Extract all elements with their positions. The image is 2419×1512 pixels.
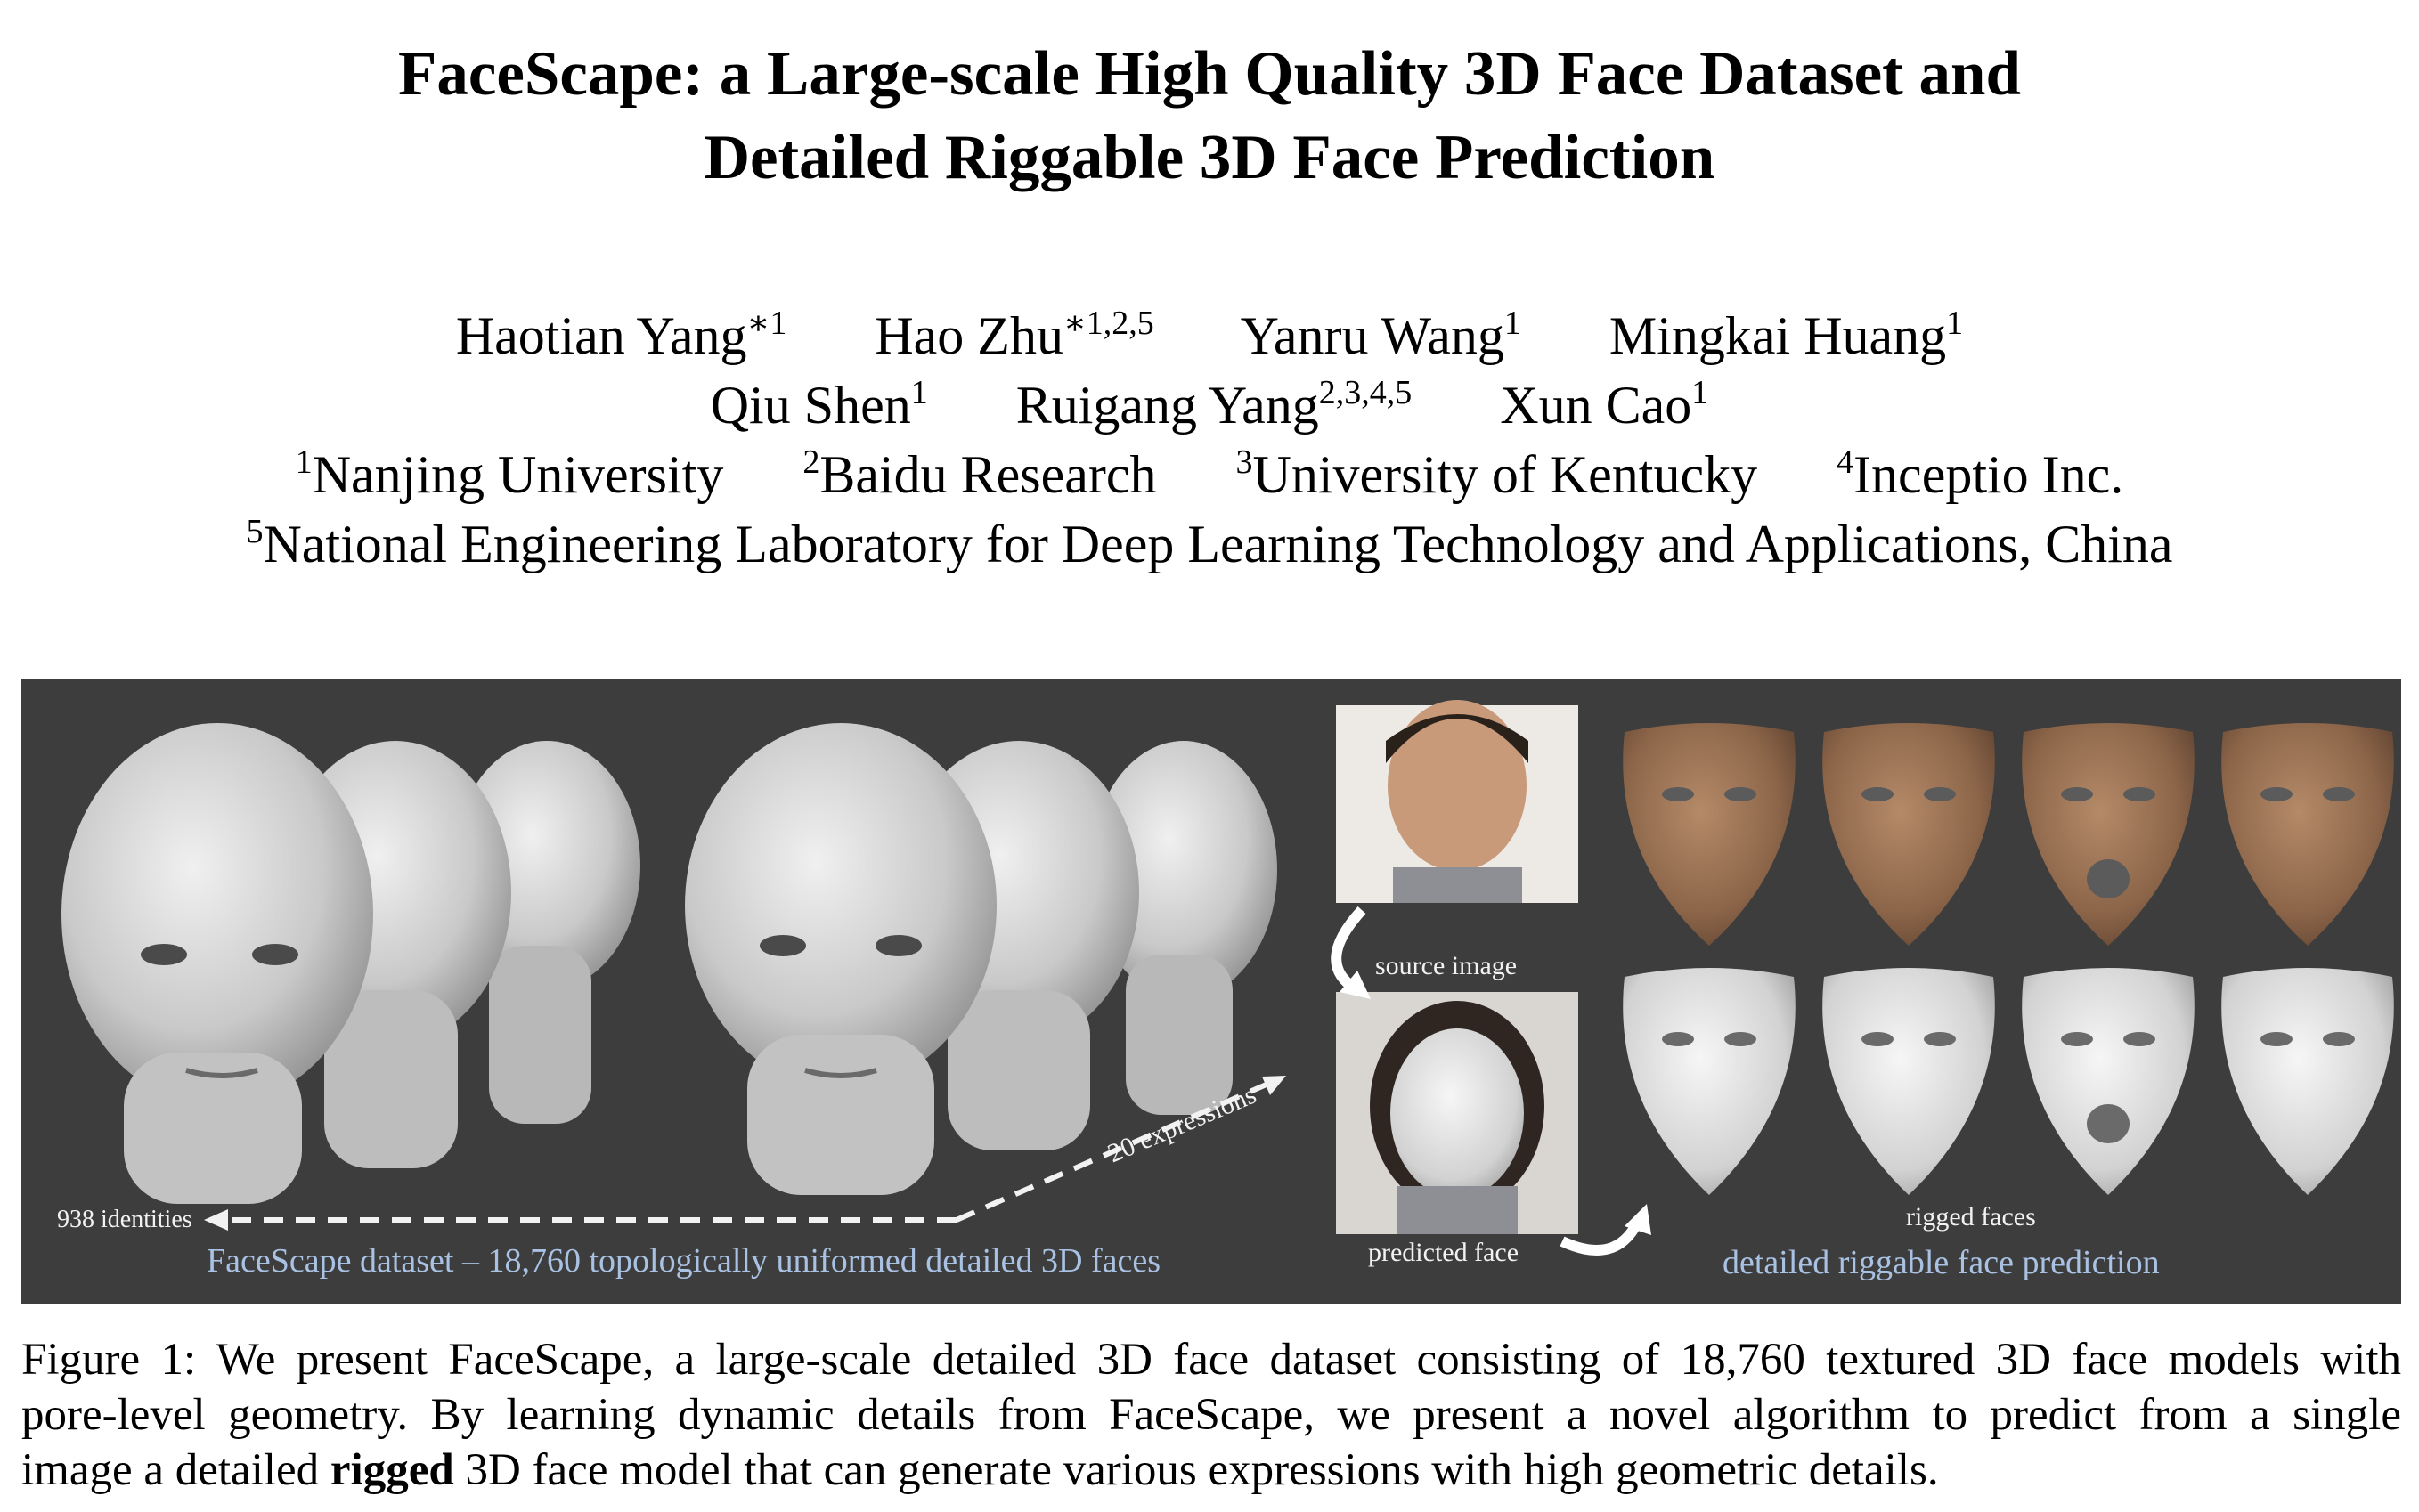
dataset-label: FaceScape dataset – 18,760 topologically… [207,1242,1161,1280]
title-line-1: FaceScape: a Large-scale High Quality 3D… [397,39,2022,109]
author-sup: 2,3,4,5 [1318,374,1413,411]
predicted-to-rigged-arrow [1560,1219,1643,1256]
caption-line-1: Figure 1: We present FaceScape, a large-… [21,1335,2401,1385]
prediction-label: detailed riggable face prediction [1723,1244,2160,1281]
head-mesh [61,723,373,1204]
affiliation-name: University of Kentucky [1252,445,1758,504]
author-name: Qiu Shen [710,376,911,435]
figure-caption: Figure 1: We present FaceScape, a large-… [21,1332,2401,1498]
author-row-1: Haotian Yang∗1 Hao Zhu∗1,2,5 Yanru Wang1… [0,301,2419,370]
author-name: Ruigang Yang [1015,376,1319,435]
rigged-face-geometry [2221,968,2394,1195]
source-image-label: source image [1375,951,1518,980]
source-image-panel [1336,700,1578,903]
author-sup: 1 [1946,305,1964,342]
predicted-face-label: predicted face [1368,1238,1519,1267]
rigged-face-geometry [2022,968,2195,1195]
identities-arrowhead [204,1209,228,1231]
head-mesh [1090,741,1277,1115]
rigged-face-textured [2022,723,2195,946]
affiliation-sup: 4 [1837,443,1854,481]
author-name: Xun Cao [1500,376,1692,435]
caption-bold-term: rigged [330,1445,454,1495]
source-to-predicted-arrowhead [1340,971,1371,999]
author-name: Yanru Wang [1240,306,1504,365]
title-line-2: Detailed Riggable 3D Face Prediction [704,123,1715,192]
figure-artwork [61,700,2394,1256]
affiliation-name: Inceptio Inc. [1853,445,2124,504]
rigged-faces-label: rigged faces [1906,1202,2036,1232]
affiliation-sup: 1 [295,443,313,481]
head-mesh [685,723,997,1195]
expressions-arrow [955,1081,1270,1223]
author-row-2: Qiu Shen1 Ruigang Yang2,3,4,5 Xun Cao1 [0,370,2419,440]
predicted-face-panel [1336,992,1578,1234]
author-sup: 1 [910,374,928,411]
affiliation-sup: 3 [1235,443,1253,481]
affiliation-sup: 5 [246,513,264,550]
author-name: Hao Zhu [875,306,1063,365]
affiliation-row-1: 1Nanjing University 2Baidu Research 3Uni… [0,440,2419,509]
caption-line-2: pore-level geometry. By learning dynamic… [21,1390,2401,1440]
author-sup: ∗1,2,5 [1063,305,1154,342]
affiliation-name: Baidu Research [819,445,1157,504]
affiliation-name: National Engineering Laboratory for Deep… [263,515,2173,573]
author-sup: 1 [1691,374,1709,411]
author-name: Mingkai Huang [1609,306,1947,365]
paper-title: FaceScape: a Large-scale High Quality 3D… [0,32,2419,199]
caption-text: 3D face model that can generate various … [453,1445,1939,1495]
rigged-face-geometry [1623,968,1796,1195]
author-sup: ∗1 [746,305,787,342]
caption-line-3: image a detailed rigged 3D face model th… [21,1443,2401,1498]
affiliation-name: Nanjing University [312,445,724,504]
author-name: Haotian Yang [455,306,747,365]
author-sup: 1 [1503,305,1521,342]
rigged-face-textured [1822,723,1995,946]
affiliation-sup: 2 [802,443,820,481]
author-block: Haotian Yang∗1 Hao Zhu∗1,2,5 Yanru Wang1… [0,301,2419,579]
expressions-arrowhead [1262,1076,1286,1095]
predicted-to-rigged-arrowhead [1625,1204,1651,1235]
rigged-face-textured [2221,723,2394,946]
figure-1: 938 identities 20 expressions FaceScape … [21,679,2401,1304]
rigged-face-geometry [1822,968,1995,1195]
rigged-face-textured [1623,723,1796,946]
affiliation-row-2: 5National Engineering Laboratory for Dee… [0,509,2419,579]
identities-label: 938 identities [57,1206,192,1233]
caption-text: image a detailed [21,1445,330,1495]
